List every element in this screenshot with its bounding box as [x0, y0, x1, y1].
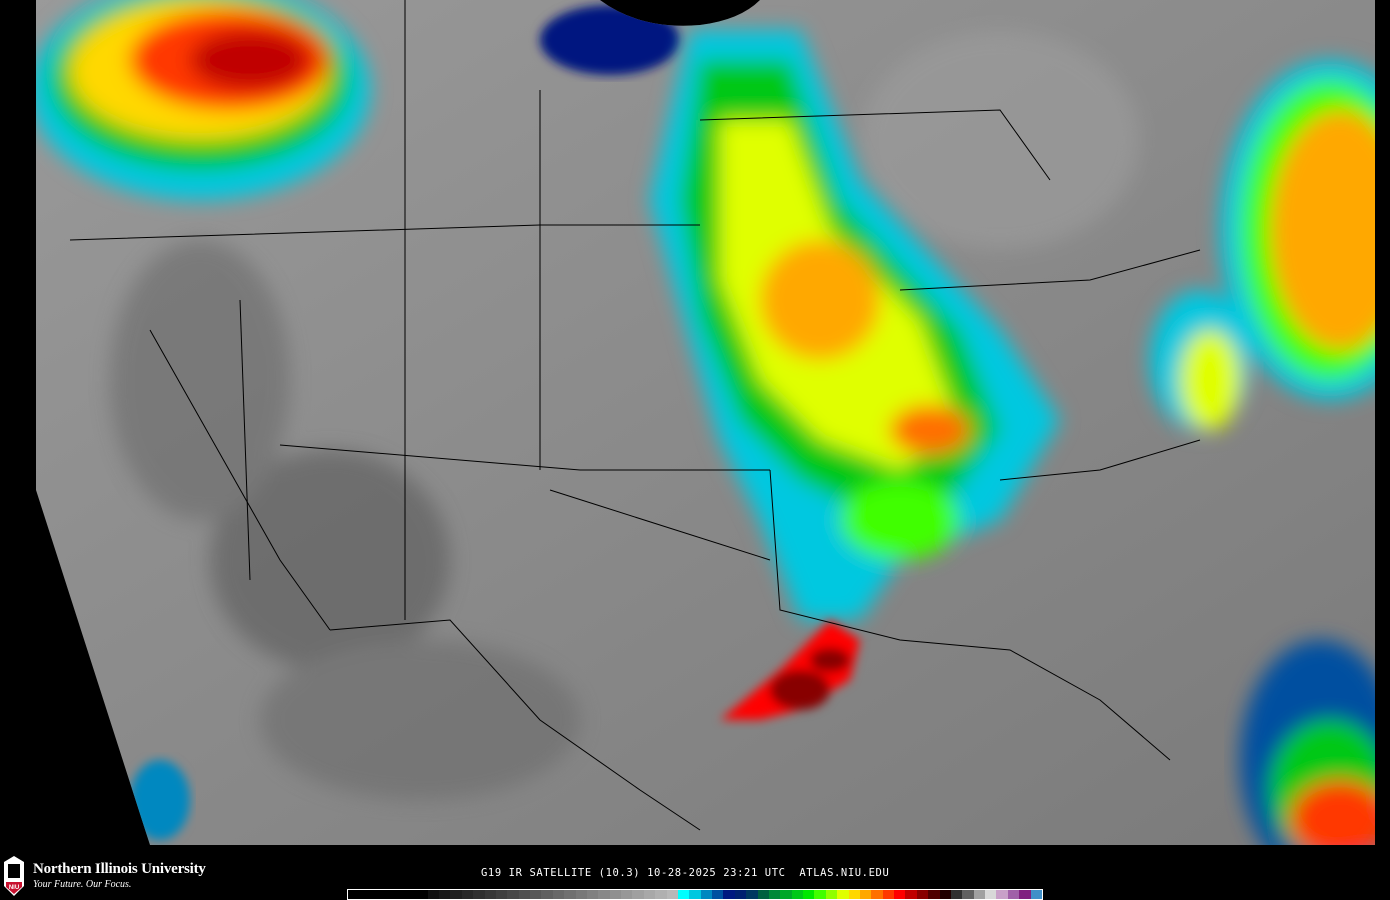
colorbar-swatch: [609, 890, 621, 899]
colorbar-swatch: [700, 890, 712, 899]
colorbar-swatch: [1019, 890, 1031, 899]
colorbar-swatch: [598, 890, 610, 899]
cloud-northeast-coast: [1150, 60, 1375, 430]
footer-bar: NIU Northern Illinois University Your Fu…: [0, 848, 1390, 900]
colorbar-swatch: [905, 890, 917, 899]
colorbar-swatch: [916, 890, 929, 899]
colorbar-swatch: [973, 890, 985, 899]
caption-text: G19 IR SATELLITE (10.3) 10-28-2025 23:21…: [481, 867, 890, 879]
colorbar-swatch: [803, 890, 815, 899]
colorbar-swatch: [757, 890, 769, 899]
cloud-southeast-offshore: [1240, 640, 1375, 845]
colorbar-swatch: [894, 890, 906, 899]
colorbar-swatch: [712, 890, 724, 899]
colorbar-swatch: [734, 890, 747, 899]
colorbar-swatch: [575, 890, 587, 899]
colorbar-swatch: [882, 890, 894, 899]
colorbar-swatch: [370, 890, 383, 899]
colorbar-swatch: [643, 890, 656, 899]
colorbar-swatch: [552, 890, 565, 899]
colorbar-swatch: [632, 890, 644, 899]
colorbar-swatch: [848, 890, 860, 899]
colorbar-swatch: [928, 890, 940, 899]
colorbar-swatch: [416, 890, 428, 899]
colorbar-swatch: [507, 890, 519, 899]
colorbar-swatch: [723, 890, 735, 899]
colorbar-swatch: [404, 890, 417, 899]
colorbar-swatch: [746, 890, 758, 899]
colorbar-swatch: [825, 890, 838, 899]
colorbar-swatch: [564, 890, 576, 899]
niu-logo: NIU: [4, 856, 24, 896]
cloud-northwest: [36, 0, 370, 200]
cloud-midwest-band: [650, 30, 1060, 620]
colorbar-swatch: [768, 890, 781, 899]
colorbar-swatch: [677, 890, 690, 899]
colorbar-swatch: [655, 890, 667, 899]
colorbar-swatch: [950, 890, 963, 899]
colorbar-swatch: [586, 890, 599, 899]
state-borders: [69, 0, 1201, 831]
colorbar-swatch: [461, 890, 474, 899]
svg-text:NIU: NIU: [9, 885, 19, 891]
colorbar-swatch: [1007, 890, 1020, 899]
satellite-map: [36, 0, 1375, 845]
colorbar-swatch: [996, 890, 1008, 899]
colorbar-swatch: [871, 890, 883, 899]
university-tagline: Your Future. Our Focus.: [33, 879, 132, 890]
colorbar-swatch: [348, 890, 360, 899]
colorbar-swatch: [495, 890, 508, 899]
colorbar: [347, 889, 1043, 900]
colorbar-swatch: [621, 890, 633, 899]
colorbar-swatch: [450, 890, 462, 899]
colorbar-swatch: [939, 890, 951, 899]
colorbar-swatch: [518, 890, 530, 899]
colorbar-swatch: [814, 890, 826, 899]
colorbar-swatch: [359, 890, 371, 899]
colorbar-swatch: [1030, 890, 1042, 899]
university-name: Northern Illinois University: [33, 861, 206, 877]
colorbar-swatch: [439, 890, 451, 899]
colorbar-swatch: [780, 890, 792, 899]
colorbar-swatch: [962, 890, 974, 899]
cloud-dakota-top: [540, 5, 680, 75]
cloud-gulf-coast: [720, 620, 860, 720]
colorbar-swatch: [393, 890, 405, 899]
colorbar-swatch: [530, 890, 542, 899]
colorbar-swatch: [985, 890, 997, 899]
colorbar-swatch: [689, 890, 701, 899]
colorbar-swatch: [541, 890, 553, 899]
colorbar-swatch: [791, 890, 803, 899]
colorbar-swatch: [473, 890, 485, 899]
colorbar-swatch: [382, 890, 394, 899]
colorbar-swatch: [484, 890, 496, 899]
colorbar-swatch: [837, 890, 849, 899]
colorbar-swatch: [427, 890, 439, 899]
cloud-baja: [130, 760, 190, 840]
colorbar-swatch: [859, 890, 872, 899]
colorbar-swatch: [666, 890, 678, 899]
